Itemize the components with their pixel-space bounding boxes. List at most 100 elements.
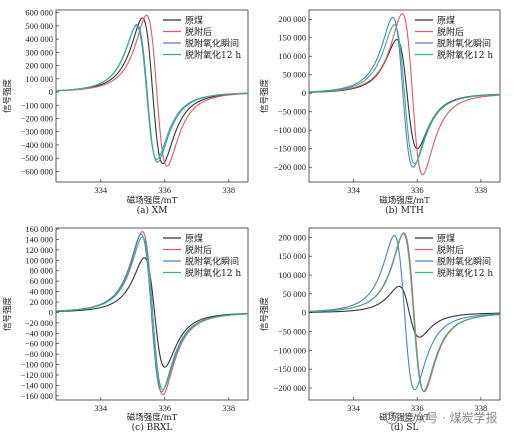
- panel-caption: (d) SL: [391, 422, 419, 433]
- y-tick-label: 200 000: [278, 14, 306, 24]
- y-tick-label: −300 000: [21, 127, 53, 137]
- y-tick-label: 100 000: [25, 74, 53, 84]
- y-tick-label: −150 000: [274, 364, 306, 374]
- y-tick-label: −400 000: [21, 140, 53, 150]
- y-tick-label: −140 000: [21, 380, 53, 390]
- y-tick-label: 160 000: [25, 224, 53, 234]
- y-tick-label: 100 000: [278, 270, 306, 280]
- y-tick-label: 0: [49, 87, 53, 97]
- y-tick-label: 50 000: [283, 70, 306, 80]
- y-tick-label: 100 000: [25, 255, 53, 265]
- y-tick-label: 150 000: [278, 251, 306, 261]
- plot-frame: [308, 227, 501, 401]
- legend-label: 脱附氧化瞬间: [185, 256, 239, 268]
- y-tick-label: −200 000: [274, 162, 306, 172]
- series-line-3: [56, 25, 248, 161]
- x-tick-label: 338: [475, 403, 488, 413]
- legend-label: 脱附氧化瞬间: [437, 256, 491, 268]
- series-line-3: [309, 233, 500, 392]
- y-tick-label: −120 000: [21, 370, 53, 380]
- x-tick-label: 334: [94, 403, 108, 413]
- y-tick-label: 50 000: [283, 289, 306, 299]
- y-tick-label: 0: [302, 88, 306, 98]
- wechat-icon: [385, 411, 399, 425]
- y-axis-label: 信号强度: [2, 79, 13, 114]
- y-tick-label: −500 000: [21, 153, 53, 163]
- y-tick-label: 300 000: [25, 47, 53, 57]
- legend-label: 脱附氧化12 h: [437, 49, 493, 61]
- legend-label: 脱附氧化12 h: [185, 49, 241, 61]
- y-tick-label: 500 000: [25, 21, 53, 31]
- legend-label: 脱附后: [185, 244, 212, 256]
- watermark-text: 公众号 · 煤炭学报: [402, 410, 497, 425]
- series-line-1: [56, 14, 248, 167]
- legend-label: 脱附氧化12 h: [185, 267, 241, 279]
- series-line-1: [309, 13, 500, 176]
- series-line-1: [56, 231, 248, 396]
- y-tick-label: −100 000: [21, 100, 53, 110]
- y-tick-label: 200 000: [278, 232, 306, 242]
- y-tick-label: −50 000: [278, 107, 306, 117]
- series-line-0: [309, 285, 500, 338]
- y-tick-label: 0: [49, 307, 53, 317]
- y-tick-label: 400 000: [25, 34, 53, 44]
- y-tick-label: −20 000: [25, 318, 53, 328]
- x-axis-label: 磁场强度/mT: [127, 195, 178, 206]
- y-axis-label: 信号强度: [2, 297, 13, 332]
- x-tick-label: 334: [94, 185, 108, 195]
- y-tick-label: 120 000: [25, 245, 53, 255]
- x-axis-label: 磁场强度/mT: [379, 195, 430, 206]
- y-tick-label: 80 000: [30, 266, 53, 276]
- legend-label: 原煤: [185, 233, 203, 245]
- y-tick-label: −100 000: [274, 125, 306, 135]
- x-axis-label: 磁场强度/mT: [127, 412, 178, 423]
- chart-panel-3: 200 000 150 000 100 000 50 000 0 −50 000 −100 …: [259, 227, 501, 433]
- panel-caption: (c) BRXL: [132, 422, 173, 433]
- legend-label: 脱附氧化瞬间: [185, 38, 239, 50]
- legend-label: 原煤: [185, 15, 203, 27]
- y-tick-label: −80 000: [25, 349, 53, 359]
- y-tick-label: −150 000: [274, 144, 306, 154]
- series-line-3: [56, 236, 248, 391]
- x-tick-label: 336: [158, 403, 171, 413]
- y-tick-label: −100 000: [21, 360, 53, 370]
- chart-panel-0: 600 000 500 000 400 000 300 000 200 000 100 0…: [2, 8, 249, 216]
- y-tick-label: −160 000: [21, 391, 53, 401]
- chart-panel-1: 200 000 150 000 100 000 50 000 0 −50 000 −100 …: [259, 9, 501, 216]
- x-tick-label: 338: [475, 185, 488, 195]
- y-tick-label: 0: [302, 308, 306, 318]
- x-tick-label: 334: [347, 403, 361, 413]
- legend-label: 脱附氧化12 h: [437, 267, 493, 279]
- legend-label: 脱附后: [437, 26, 464, 38]
- y-tick-label: −40 000: [25, 328, 53, 338]
- y-tick-label: 20 000: [30, 297, 53, 307]
- watermark: 公众号 · 煤炭学报: [385, 410, 497, 425]
- panel-caption: (b) MTH: [385, 205, 424, 216]
- y-tick-label: 140 000: [25, 234, 53, 244]
- x-tick-label: 338: [222, 185, 235, 195]
- x-tick-label: 336: [411, 403, 424, 413]
- y-tick-label: 600 000: [25, 8, 53, 18]
- y-tick-label: 100 000: [278, 51, 306, 61]
- y-tick-label: 200 000: [25, 61, 53, 71]
- x-tick-label: 336: [158, 185, 171, 195]
- y-tick-label: −60 000: [25, 339, 53, 349]
- legend-label: 脱附氧化瞬间: [437, 38, 491, 50]
- y-axis-label: 信号强度: [259, 79, 270, 114]
- y-tick-label: 150 000: [278, 33, 306, 43]
- y-tick-label: −200 000: [274, 383, 306, 393]
- plot-frame: [308, 9, 501, 183]
- panel-caption: (a) XM: [137, 205, 168, 216]
- legend-label: 脱附后: [185, 26, 212, 38]
- x-tick-label: 334: [347, 185, 361, 195]
- x-tick-label: 336: [411, 185, 424, 195]
- series-line-0: [56, 257, 248, 368]
- series-line-3: [309, 24, 500, 165]
- x-tick-label: 338: [222, 403, 235, 413]
- y-axis-label: 信号强度: [259, 297, 270, 332]
- legend-label: 原煤: [437, 15, 455, 27]
- legend-label: 原煤: [437, 233, 455, 245]
- plot-frame: [55, 9, 249, 183]
